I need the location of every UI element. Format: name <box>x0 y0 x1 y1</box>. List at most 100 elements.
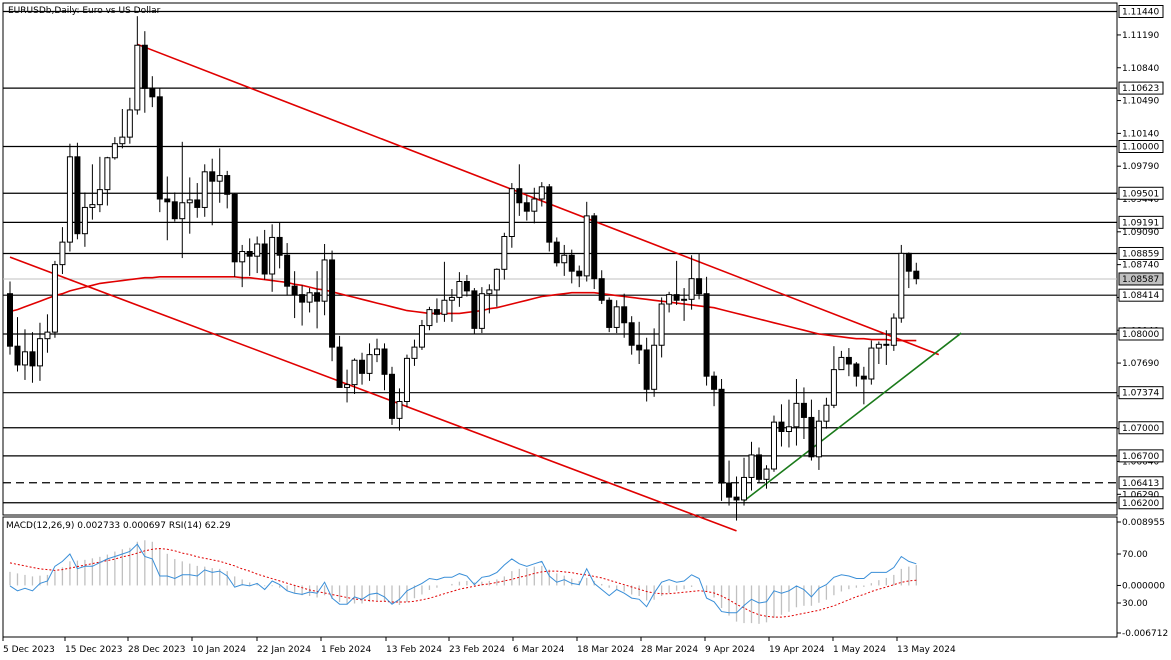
candle <box>823 397 830 429</box>
candle-body-up <box>688 278 695 300</box>
date-tick-label: 22 Jan 2024 <box>257 645 311 655</box>
candle-body-up <box>456 281 463 298</box>
candle-body-up <box>531 198 538 212</box>
candle-body-up <box>838 356 845 371</box>
date-tick-label: 10 Jan 2024 <box>192 645 246 655</box>
candle <box>374 338 381 363</box>
level-label-box <box>1118 246 1164 260</box>
candle-body-down <box>14 345 21 366</box>
candle <box>336 335 343 388</box>
candle-body-up <box>785 426 792 432</box>
candle <box>681 288 688 321</box>
support-trend-line <box>743 332 962 502</box>
candle-body-down <box>636 344 643 351</box>
candle <box>785 399 792 448</box>
candle <box>546 184 553 252</box>
price-tick-label: 1.09090 <box>1122 228 1159 238</box>
candle-body-up <box>658 303 665 346</box>
candle-body-down <box>853 363 860 377</box>
candle-body-up <box>119 136 126 145</box>
candle <box>284 243 291 296</box>
candle <box>261 229 268 280</box>
candle <box>763 465 770 489</box>
date-tick-label: 13 May 2024 <box>897 645 956 655</box>
candle <box>651 328 658 397</box>
level-label: 1.07000 <box>1122 424 1159 434</box>
candle-body-up <box>823 404 830 422</box>
candle-body-up <box>651 344 658 390</box>
candle <box>621 293 628 338</box>
candle-body-down <box>591 215 598 280</box>
candle <box>126 97 133 144</box>
candle <box>463 274 470 297</box>
level-label: 1.08859 <box>1122 249 1159 259</box>
candle-body-up <box>186 199 193 204</box>
level-label: 1.11440 <box>1122 8 1159 18</box>
candle-body-down <box>7 293 13 347</box>
candle <box>411 339 418 366</box>
level-label-box <box>1118 327 1164 341</box>
indicator-title: MACD(12,26,9) 0.002733 0.000697 RSI(14) … <box>6 521 231 531</box>
candle-body-up <box>179 202 186 220</box>
candle-body-up <box>830 369 837 406</box>
candle-body-up <box>486 289 493 295</box>
candle-body-down <box>209 171 216 182</box>
candle-body-up <box>441 299 448 315</box>
candle-body-up <box>403 357 410 402</box>
candle-body-down <box>156 96 163 200</box>
candle-body-up <box>426 309 433 327</box>
candle-body-down <box>471 290 478 329</box>
moving-average-layer <box>9 275 917 342</box>
candle <box>96 156 103 213</box>
candle <box>703 276 710 386</box>
candle-body-up <box>681 298 688 301</box>
candle <box>7 281 13 355</box>
channel-upper-trend-line <box>137 43 940 356</box>
level-label: 1.09501 <box>1122 189 1159 199</box>
candle-body-down <box>905 252 912 272</box>
indicator-tick-label: 0.008955 <box>1122 518 1165 528</box>
candle-body-down <box>261 243 268 275</box>
candle <box>508 183 515 248</box>
date-tick-label: 28 Dec 2023 <box>128 645 186 655</box>
candle <box>388 366 395 425</box>
candle <box>194 183 201 218</box>
level-label: 1.08000 <box>1122 330 1159 340</box>
level-label: 1.06413 <box>1122 479 1159 489</box>
level-label: 1.06200 <box>1122 499 1159 509</box>
moving-average-line <box>9 275 917 342</box>
candle <box>905 252 912 289</box>
candle <box>216 148 223 203</box>
level-label: 1.10623 <box>1122 84 1159 94</box>
candle <box>606 297 613 333</box>
candle <box>299 285 306 326</box>
candle-body-down <box>568 254 575 272</box>
candle <box>800 387 807 439</box>
candle-body-up <box>351 359 358 386</box>
candle <box>381 343 388 391</box>
candle-body-down <box>628 322 635 346</box>
candle-body-up <box>89 204 96 208</box>
candle-body-down <box>29 351 36 367</box>
candle-body-up <box>875 343 882 349</box>
indicator-tick-label: 0.000000 <box>1122 581 1165 591</box>
rsi-line <box>9 543 917 614</box>
candle-body-up <box>501 236 508 270</box>
candle-body-down <box>598 278 605 301</box>
price-tick-label: 1.08740 <box>1122 261 1159 271</box>
time-axis: 5 Dec 2023 15 Dec 2023 28 Dec 2023 10 Jan 2… <box>2 637 956 655</box>
candle-body-down <box>756 454 762 480</box>
candle <box>456 272 463 307</box>
candle-body-up <box>666 294 673 305</box>
candle <box>51 260 58 338</box>
candle <box>883 330 890 365</box>
candle <box>471 288 478 334</box>
candle <box>351 358 358 394</box>
trend-lines-layer <box>9 43 962 532</box>
candle <box>860 366 867 405</box>
date-tick-label: 1 Feb 2024 <box>321 645 372 655</box>
candle <box>628 316 635 355</box>
candle <box>269 224 276 292</box>
candle <box>711 371 718 407</box>
price-tick-label: 1.10490 <box>1122 97 1159 107</box>
